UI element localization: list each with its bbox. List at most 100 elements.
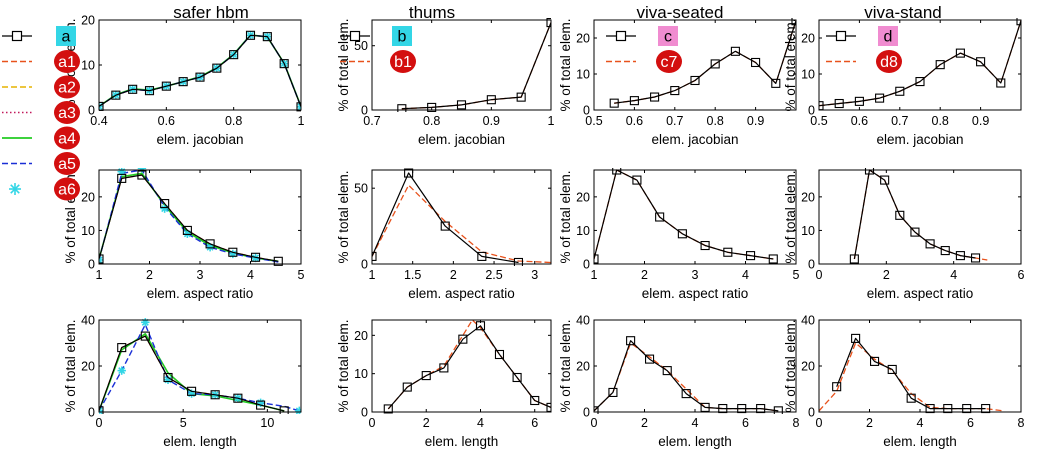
series-d-marker (906, 393, 916, 403)
legend-label: a (62, 29, 71, 46)
series-d-marker (910, 227, 920, 237)
legend-label: a5 (58, 156, 76, 173)
series-a1-line (99, 34, 301, 108)
legends: a a1 a2 a3 a4 a5 a6 b b1 c c7 d d8 (2, 26, 902, 201)
series-b-line (387, 325, 551, 410)
y-axis-label: % of total elem. (783, 18, 798, 111)
series-a6-marker-stroke (99, 407, 103, 412)
y-tick-label: 10 (801, 224, 815, 238)
x-tick-label: 2 (866, 416, 873, 430)
legend-badge (54, 177, 80, 201)
x-tick-label: 2 (423, 416, 430, 430)
x-tick-label: 10 (260, 416, 274, 430)
series-c-marker (745, 251, 756, 261)
x-tick-label: 0.6 (626, 114, 643, 128)
series-d-marker (962, 403, 972, 414)
y-axis-label: % of total elem. (336, 18, 351, 111)
y-axis-label: % of total elem. (783, 170, 798, 263)
y-tick-label: 20 (576, 190, 590, 204)
panel-r0-c1: 0.7 0.8 0.9 1 0 50 elem. jacobian % of total el… (336, 18, 555, 147)
legend-item-a4: a4 (2, 126, 80, 150)
series-a-line (99, 174, 279, 262)
x-tick-label: 0.6 (158, 114, 175, 128)
series-d8-line (819, 342, 1004, 412)
y-axis-label: % of total elem. (336, 170, 351, 263)
y-tick-label: 20 (576, 360, 590, 374)
series-a-line (99, 34, 301, 108)
legend-badge (658, 26, 678, 46)
series-a6-marker-stroke (297, 105, 301, 111)
series-c-marker (594, 406, 599, 414)
series-group (819, 18, 1021, 111)
y-tick-label: 20 (801, 32, 815, 46)
y-tick-label: 10 (801, 68, 815, 82)
series-c-line (594, 340, 779, 412)
series-a-marker (187, 386, 197, 396)
x-tick-label: 6 (742, 416, 749, 430)
legend-item-a1: a1 (2, 50, 80, 73)
legend-badge (876, 50, 902, 73)
series-b-marker (512, 372, 522, 383)
x-tick-label: 3 (197, 268, 204, 282)
series-d8-line (819, 20, 1021, 107)
legend-2: c c7 (606, 26, 682, 73)
series-b-marker (372, 251, 377, 261)
y-tick-label: 20 (801, 360, 815, 374)
series-c-marker (791, 18, 796, 26)
series-c-marker (700, 240, 710, 251)
x-tick-label: 3 (692, 268, 699, 282)
legend-label: a4 (58, 131, 76, 148)
series-a6-marker-stroke (118, 367, 126, 375)
series-d-line (836, 337, 986, 410)
x-tick-label: 2 (641, 416, 648, 430)
y-tick-label: 40 (576, 314, 590, 328)
series-a-marker (111, 90, 121, 100)
legend-label: a3 (58, 105, 76, 122)
legend-sample-marker (835, 30, 847, 42)
series-c-marker (677, 229, 687, 239)
series-d-marker (955, 48, 965, 58)
y-axis-label: % of total elem. (558, 18, 573, 111)
series-c-marker (751, 57, 761, 68)
series-c-marker (650, 92, 660, 102)
legend-label: d (884, 29, 893, 46)
legend-item-a5: a5 (2, 152, 80, 175)
panel-frame (98, 19, 302, 111)
series-a6-marker-stroke (252, 254, 260, 262)
series-d-marker (834, 98, 844, 109)
x-tick-label: 1 (298, 114, 305, 128)
legend-sample-marker (615, 30, 627, 42)
series-c-marker (594, 254, 599, 264)
legend-badge (54, 50, 80, 73)
series-c-marker (710, 59, 720, 69)
legend-item-c: c (606, 26, 678, 46)
series-c7-line (594, 342, 779, 412)
series-c-marker (662, 366, 672, 376)
x-axis-label: elem. length (658, 434, 732, 449)
series-d-marker (970, 253, 981, 263)
series-b-marker (546, 18, 551, 28)
series-d-marker (832, 382, 842, 392)
series-b-marker (546, 402, 551, 412)
series-d-marker (849, 254, 859, 264)
legend-sample-marker (11, 30, 23, 42)
series-a-marker (233, 393, 243, 403)
series-a-marker (117, 343, 127, 353)
series-d-line (853, 169, 976, 260)
y-tick-label: 0 (808, 258, 815, 272)
legend-label: b (398, 29, 407, 46)
panel-frame (593, 319, 797, 413)
series-a6-marker (117, 366, 126, 375)
panel-r0-c3: 0.5 0.6 0.7 0.8 0.9 0 10 20 elem. jacobian % of t… (783, 18, 1022, 147)
series-c-marker (718, 403, 728, 414)
series-c-marker (737, 403, 747, 414)
series-d-marker (955, 251, 965, 261)
x-tick-label: 0.9 (747, 114, 764, 128)
series-a6-marker-stroke (297, 103, 301, 108)
series-a-marker (144, 86, 155, 96)
series-a-marker (210, 390, 220, 400)
column-title-1: thums (409, 3, 455, 22)
series-a-marker (128, 84, 138, 94)
